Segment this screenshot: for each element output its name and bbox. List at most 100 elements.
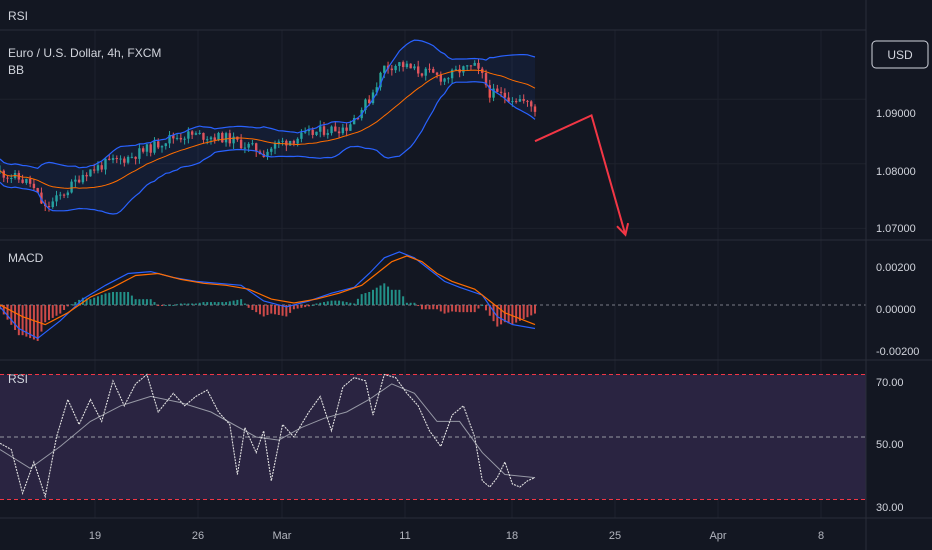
macd-histogram-bar bbox=[466, 304, 469, 313]
macd-histogram-bar bbox=[112, 291, 115, 305]
candle-body bbox=[213, 137, 216, 141]
candle-body bbox=[126, 156, 130, 163]
macd-histogram-bar bbox=[413, 302, 416, 305]
macd-histogram-bar bbox=[10, 304, 13, 325]
macd-histogram-bar bbox=[447, 304, 450, 313]
macd-histogram-bar bbox=[473, 304, 476, 313]
candle-body bbox=[108, 158, 111, 160]
candle-body bbox=[341, 127, 345, 134]
candle-body bbox=[428, 68, 431, 70]
macd-histogram-bar bbox=[530, 304, 533, 316]
candle-body bbox=[100, 165, 103, 170]
macd-histogram-bar bbox=[285, 304, 288, 317]
candle-body bbox=[243, 147, 247, 149]
candle-body bbox=[194, 133, 198, 135]
macd-histogram-bar bbox=[123, 291, 126, 305]
macd-histogram-bar bbox=[281, 304, 284, 316]
candle-body bbox=[6, 177, 9, 179]
macd-histogram-bar bbox=[503, 304, 506, 323]
macd-histogram-bar bbox=[89, 299, 92, 305]
macd-histogram-bar bbox=[402, 296, 405, 305]
macd-histogram-bar bbox=[485, 304, 488, 311]
candle-body bbox=[435, 72, 439, 75]
macd-histogram-bar bbox=[47, 304, 50, 321]
macd-histogram-bar bbox=[454, 304, 457, 312]
candle-body bbox=[123, 158, 126, 163]
rsi-pane[interactable] bbox=[0, 373, 866, 500]
projection-line bbox=[534, 114, 627, 236]
macd-histogram-bar bbox=[451, 304, 454, 312]
macd-histogram-bar bbox=[266, 304, 269, 316]
candle-body bbox=[417, 66, 420, 74]
macd-histogram-bar bbox=[161, 304, 164, 306]
macd-histogram-bar bbox=[262, 304, 265, 317]
candle-body bbox=[345, 127, 348, 131]
macd-histogram-bar bbox=[85, 298, 88, 305]
currency-button[interactable]: USD bbox=[871, 40, 929, 69]
macd-histogram-bar bbox=[375, 287, 378, 305]
macd-histogram-bar bbox=[270, 304, 273, 314]
candle-body bbox=[356, 118, 360, 120]
candle-body bbox=[533, 106, 537, 112]
candle-body bbox=[405, 63, 409, 68]
candle-body bbox=[300, 132, 303, 139]
macd-histogram-bar bbox=[209, 302, 212, 305]
macd-histogram-bar bbox=[428, 304, 431, 310]
candle-body bbox=[379, 72, 382, 88]
candle-body bbox=[59, 194, 62, 196]
macd-histogram-bar bbox=[330, 300, 333, 305]
macd-histogram-bar bbox=[243, 303, 246, 305]
candle-body bbox=[47, 206, 51, 208]
candle-body bbox=[266, 151, 269, 157]
macd-pane[interactable] bbox=[0, 251, 866, 341]
candlestick-series[interactable] bbox=[0, 58, 537, 212]
candle-body bbox=[492, 88, 495, 98]
candle-body bbox=[296, 138, 299, 144]
candle-body bbox=[337, 131, 341, 134]
candle-body bbox=[273, 143, 277, 149]
macd-histogram-bar bbox=[251, 304, 254, 310]
candle-body bbox=[134, 156, 137, 159]
macd-histogram-bar bbox=[142, 299, 145, 305]
bollinger-bands bbox=[0, 39, 536, 215]
time-tick: 11 bbox=[399, 530, 410, 542]
candle-body bbox=[32, 183, 36, 189]
macd-histogram-bar bbox=[96, 296, 99, 305]
candle-body bbox=[394, 65, 397, 71]
candle-body bbox=[111, 158, 115, 160]
macd-histogram-bar bbox=[130, 295, 133, 305]
candle-body bbox=[499, 91, 503, 93]
candle-body bbox=[288, 140, 292, 146]
macd-histogram-bar bbox=[462, 304, 465, 313]
candle-body bbox=[149, 144, 152, 153]
macd-histogram-bar bbox=[157, 304, 160, 306]
candle-body bbox=[477, 62, 480, 69]
rsi-ma-line bbox=[0, 383, 536, 479]
macd-histogram-bar bbox=[191, 303, 194, 305]
candle-body bbox=[141, 148, 145, 152]
candle-body bbox=[514, 101, 518, 103]
candle-body bbox=[206, 139, 209, 141]
bb-basis bbox=[0, 69, 536, 189]
macd-histogram-bar bbox=[258, 304, 261, 315]
macd-histogram-bar bbox=[481, 304, 484, 306]
macd-histogram-bar bbox=[341, 301, 344, 305]
candle-body bbox=[439, 74, 443, 82]
macd-histogram-bar bbox=[164, 304, 167, 306]
time-tick: 18 bbox=[506, 530, 518, 542]
candle-body bbox=[352, 118, 356, 125]
time-tick: 26 bbox=[192, 530, 204, 542]
macd-histogram-bar bbox=[108, 292, 111, 305]
macd-histogram-bar bbox=[168, 304, 171, 306]
candle-body bbox=[285, 140, 288, 146]
macd-histogram-bar bbox=[247, 304, 250, 308]
macd-histogram-bar bbox=[2, 304, 5, 315]
macd-histogram-bar bbox=[187, 303, 190, 305]
macd-histogram-bar bbox=[488, 304, 491, 316]
candle-body bbox=[119, 158, 122, 160]
projection-arrow[interactable] bbox=[534, 114, 630, 237]
candle-body bbox=[175, 137, 179, 139]
candle-body bbox=[130, 156, 134, 158]
macd-histogram-bar bbox=[311, 304, 314, 306]
